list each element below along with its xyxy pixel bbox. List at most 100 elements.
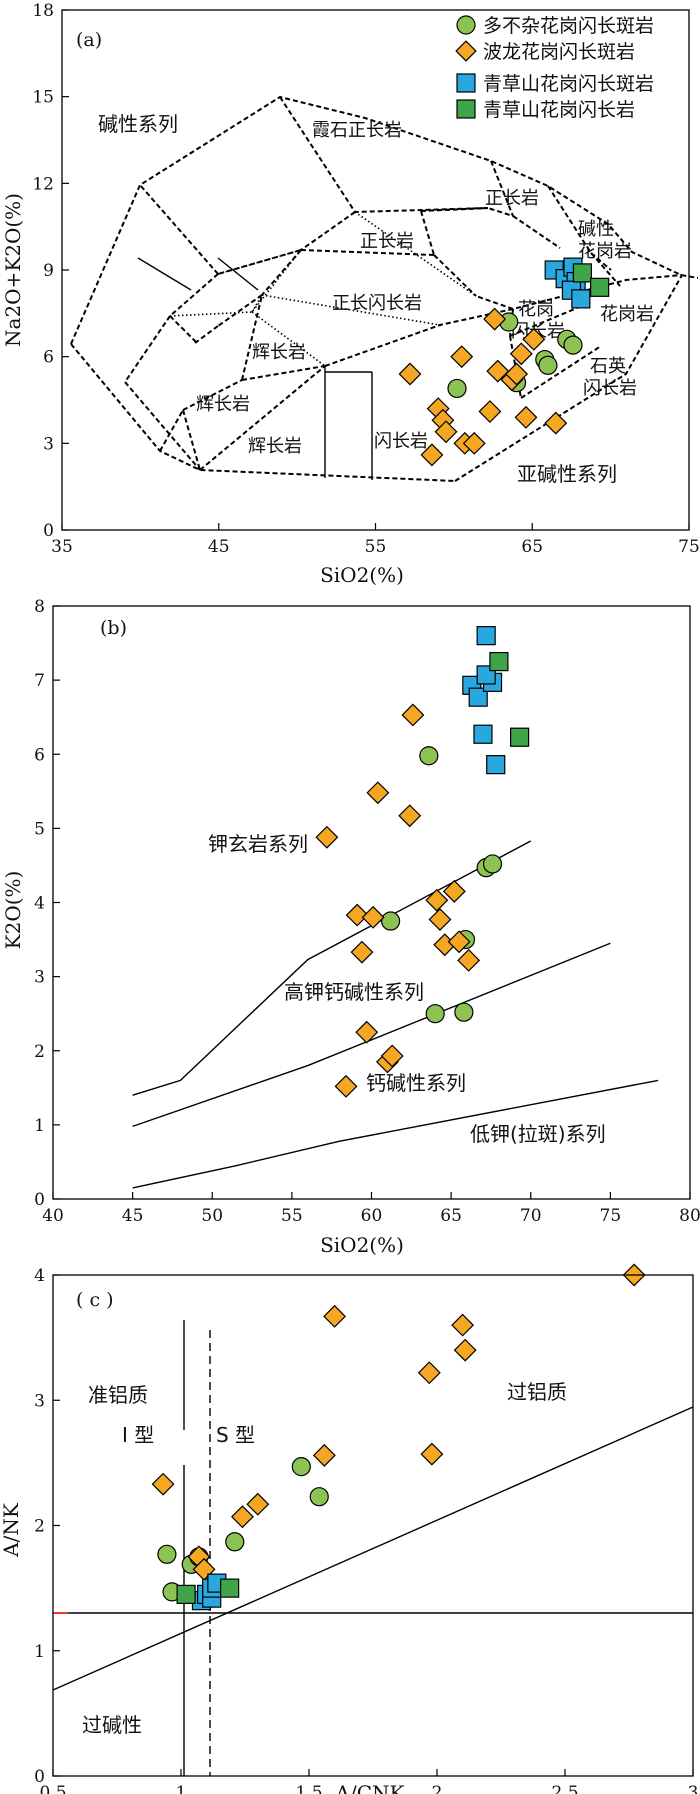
data-point-circle (225, 1532, 245, 1552)
panel-a-ticks: 35 45 55 65 75 0 3 6 9 12 15 18 (32, 1, 699, 557)
data-point-circle (563, 335, 583, 355)
x-tick-label: 65 (521, 537, 543, 557)
data-point-diamond (442, 879, 466, 903)
panel-a: (a) (1, 1, 700, 587)
field-label: 花岗岩 (600, 304, 654, 325)
data-point-diamond (544, 411, 568, 435)
x-tick-label: 60 (361, 1206, 383, 1226)
series-boundary-line (132, 942, 611, 1128)
panel-c-ylabel: A/NK (0, 1502, 23, 1558)
panel-b-ylabel: K2O(%) (1, 871, 25, 950)
data-point-diamond (486, 359, 510, 383)
field-label: 低钾(拉斑)系列 (470, 1122, 606, 1146)
x-tick-label: 55 (365, 537, 387, 557)
data-point-diamond (401, 703, 425, 727)
data-point-diamond (509, 342, 533, 366)
data-point-diamond (246, 1492, 270, 1516)
data-point-diamond (428, 908, 452, 932)
data-point-square (473, 724, 493, 744)
data-point-square (220, 1578, 240, 1598)
y-tick-label: 1 (34, 1642, 45, 1662)
data-point-diamond (366, 781, 390, 805)
data-point-circle (381, 911, 401, 931)
x-tick-label: 80 (679, 1206, 700, 1226)
y-tick-label: 7 (34, 671, 45, 691)
data-point-diamond (483, 307, 507, 331)
panel-b-boundary-lines (132, 840, 659, 1189)
data-point-diamond (450, 345, 474, 369)
field-label: 钙碱性系列 (366, 1071, 466, 1095)
field-label: 过碱性 (82, 1713, 142, 1737)
panel-b-label: (b) (100, 617, 127, 639)
data-point-diamond (457, 948, 481, 972)
data-point-square (176, 1584, 196, 1604)
data-point-diamond (361, 905, 385, 929)
x-tick-label: 2 (432, 1783, 443, 1794)
panel-a-xlabel: SiO2(%) (320, 563, 404, 587)
x-tick-label: 75 (678, 537, 700, 557)
field-label: 闪长岩 (374, 431, 428, 452)
data-point-diamond (462, 431, 486, 455)
y-tick-label: 0 (34, 1767, 45, 1787)
field-label: 高钾钙碱性系列 (284, 980, 424, 1004)
field-label: 准铝质 (88, 1383, 148, 1407)
data-point-square (468, 687, 488, 707)
y-tick-label: 8 (34, 597, 45, 617)
field-label: 霞石正长岩 (312, 120, 402, 141)
y-tick-label: 12 (32, 174, 54, 194)
data-point-circle (482, 854, 503, 874)
panel-b-xlabel: SiO2(%) (320, 1233, 404, 1257)
data-point-diamond (151, 1472, 175, 1496)
data-point-circle (447, 378, 467, 399)
field-label: 石英 (590, 356, 626, 377)
tas-solid-boundaries (137, 257, 373, 480)
data-point-diamond (505, 362, 529, 386)
field-label: S 型 (216, 1423, 255, 1447)
legend-diamond-marker (455, 40, 477, 62)
x-tick-label: 70 (520, 1206, 542, 1226)
y-tick-label: 2 (34, 1042, 45, 1062)
data-point-diamond (522, 327, 546, 351)
legend-label: 青草山花岗闪长斑岩 (483, 73, 654, 95)
field-label: I 型 (122, 1423, 154, 1447)
series-boundary-line (132, 1079, 659, 1189)
panel-a-ylabel: Na2O+K2O(%) (1, 193, 25, 347)
data-point-circle (538, 355, 558, 375)
y-tick-label: 0 (43, 521, 54, 541)
field-label: 碱性 (578, 219, 614, 240)
data-point-diamond (334, 1074, 358, 1098)
field-label: 过铝质 (507, 1380, 567, 1404)
field-label: 辉长岩 (196, 394, 250, 415)
data-point-circle (157, 1544, 177, 1564)
x-tick-label: 3 (688, 1783, 699, 1794)
panel-a-field-labels: 碱性系列 霞石正长岩 正长岩 正长岩 碱性 花岗岩 正长闪长岩 花岗 闪长岩 花… (98, 112, 654, 486)
panel-c-ticks: 0.5 1 1.5 2 2.5 3 0 1 2 3 4 (34, 1266, 698, 1794)
legend-square-marker (456, 73, 476, 93)
field-label: 钾玄岩系列 (208, 832, 308, 856)
y-tick-label: 2 (34, 1517, 45, 1537)
field-label: 辉长岩 (252, 342, 306, 363)
field-label: 正长岩 (485, 188, 539, 209)
field-label: 辉长岩 (248, 436, 302, 457)
x-tick-label: 55 (281, 1206, 303, 1226)
y-tick-label: 15 (32, 88, 54, 108)
x-tick-label: 40 (42, 1206, 64, 1226)
field-label: 正长闪长岩 (332, 293, 422, 314)
panel-c-field-labels: 准铝质 I 型 S 型 过铝质 过碱性 (82, 1380, 567, 1737)
x-tick-label: 45 (208, 537, 230, 557)
y-tick-label: 0 (34, 1190, 45, 1210)
y-tick-label: 6 (43, 348, 54, 368)
x-tick-label: 1.5 (295, 1783, 322, 1794)
panel-c-label: ( c ) (76, 1289, 114, 1311)
panel-c-frame (52, 1274, 694, 1777)
panel-a-marks (398, 257, 610, 467)
field-label: 亚碱性系列 (517, 462, 617, 486)
panel-b-field-labels: 钾玄岩系列 高钾钙碱性系列 钙碱性系列 低钾(拉斑)系列 (208, 832, 606, 1146)
data-point-circle (425, 1004, 445, 1024)
data-point-circle (309, 1487, 329, 1507)
data-point-diamond (230, 1505, 254, 1529)
field-label: 闪长岩 (511, 321, 565, 342)
x-tick-label: 65 (440, 1206, 462, 1226)
data-point-diamond (380, 1044, 404, 1068)
data-point-square (571, 289, 591, 309)
